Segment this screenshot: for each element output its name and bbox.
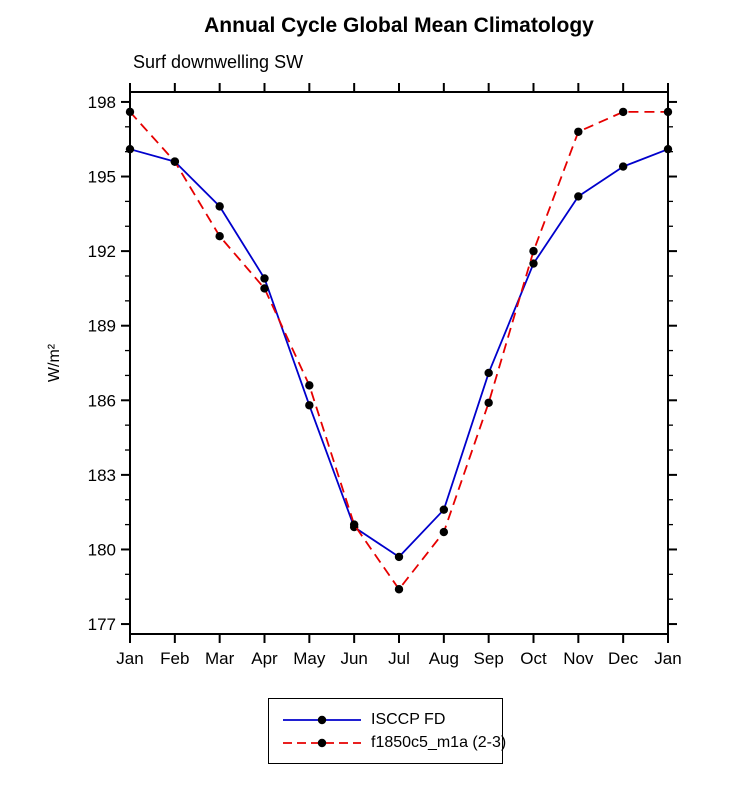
series-marker bbox=[394, 585, 404, 594]
legend-entry-f1850c5: f1850c5_m1a (2-3) bbox=[281, 734, 506, 752]
series-marker bbox=[439, 505, 449, 514]
x-tick-label: Nov bbox=[563, 649, 594, 668]
x-tick-label: Jan bbox=[654, 649, 681, 668]
y-tick-label: 177 bbox=[88, 615, 116, 634]
chart-title: Annual Cycle Global Mean Climatology bbox=[204, 14, 594, 37]
series-marker bbox=[215, 202, 224, 211]
series-marker bbox=[125, 107, 135, 117]
x-tick-label: Jun bbox=[340, 649, 367, 668]
series-marker bbox=[125, 144, 135, 154]
x-tick-label: May bbox=[293, 649, 326, 668]
x-tick-label: Feb bbox=[160, 649, 189, 668]
series-marker bbox=[260, 284, 269, 293]
series-marker bbox=[529, 246, 538, 256]
series-marker bbox=[618, 162, 628, 171]
series-marker bbox=[574, 127, 583, 136]
series-marker bbox=[170, 157, 180, 166]
series-marker bbox=[215, 232, 224, 241]
x-tick-label: Aug bbox=[429, 649, 459, 668]
y-tick-label: 186 bbox=[88, 391, 116, 410]
legend-label-f1850c5: f1850c5_m1a (2-3) bbox=[371, 733, 507, 751]
series-marker bbox=[618, 107, 628, 117]
y-tick-label: 189 bbox=[88, 317, 116, 336]
y-tick-label: 183 bbox=[88, 466, 116, 485]
x-tick-label: Jul bbox=[388, 649, 410, 668]
series-marker bbox=[394, 552, 404, 562]
series-marker bbox=[574, 192, 583, 201]
series-marker bbox=[305, 401, 314, 410]
x-tick-label: Mar bbox=[205, 649, 235, 668]
series-marker bbox=[663, 107, 673, 117]
chart-subtitle: Surf downwelling SW bbox=[133, 52, 304, 72]
legend: ISCCP FD f1850c5_m1a (2-3) bbox=[268, 698, 506, 764]
series-marker bbox=[663, 144, 673, 154]
series-line-1 bbox=[129, 110, 668, 591]
series-marker bbox=[305, 381, 314, 390]
y-tick-label: 198 bbox=[88, 93, 116, 112]
x-tick-label: Dec bbox=[608, 649, 639, 668]
series-marker bbox=[260, 274, 269, 283]
x-tick-label: Apr bbox=[251, 649, 278, 668]
series-marker bbox=[529, 259, 538, 268]
series-marker bbox=[349, 520, 359, 529]
series-marker bbox=[439, 527, 449, 537]
x-tick-label: Sep bbox=[474, 649, 504, 668]
y-tick-label: 195 bbox=[88, 168, 116, 187]
x-tick-label: Jan bbox=[116, 649, 143, 668]
x-tick-label: Oct bbox=[520, 649, 547, 668]
legend-label-isccp: ISCCP FD bbox=[371, 710, 446, 728]
legend-entry-isccp: ISCCP FD bbox=[281, 711, 490, 729]
legend-line-sample-f1850c5 bbox=[283, 738, 361, 747]
series-marker bbox=[484, 368, 493, 378]
legend-line-sample-isccp bbox=[283, 715, 361, 724]
series-line-0 bbox=[129, 148, 669, 558]
y-tick-label: 192 bbox=[88, 242, 116, 261]
series-marker bbox=[484, 398, 493, 407]
y-tick-label: 180 bbox=[88, 540, 116, 559]
